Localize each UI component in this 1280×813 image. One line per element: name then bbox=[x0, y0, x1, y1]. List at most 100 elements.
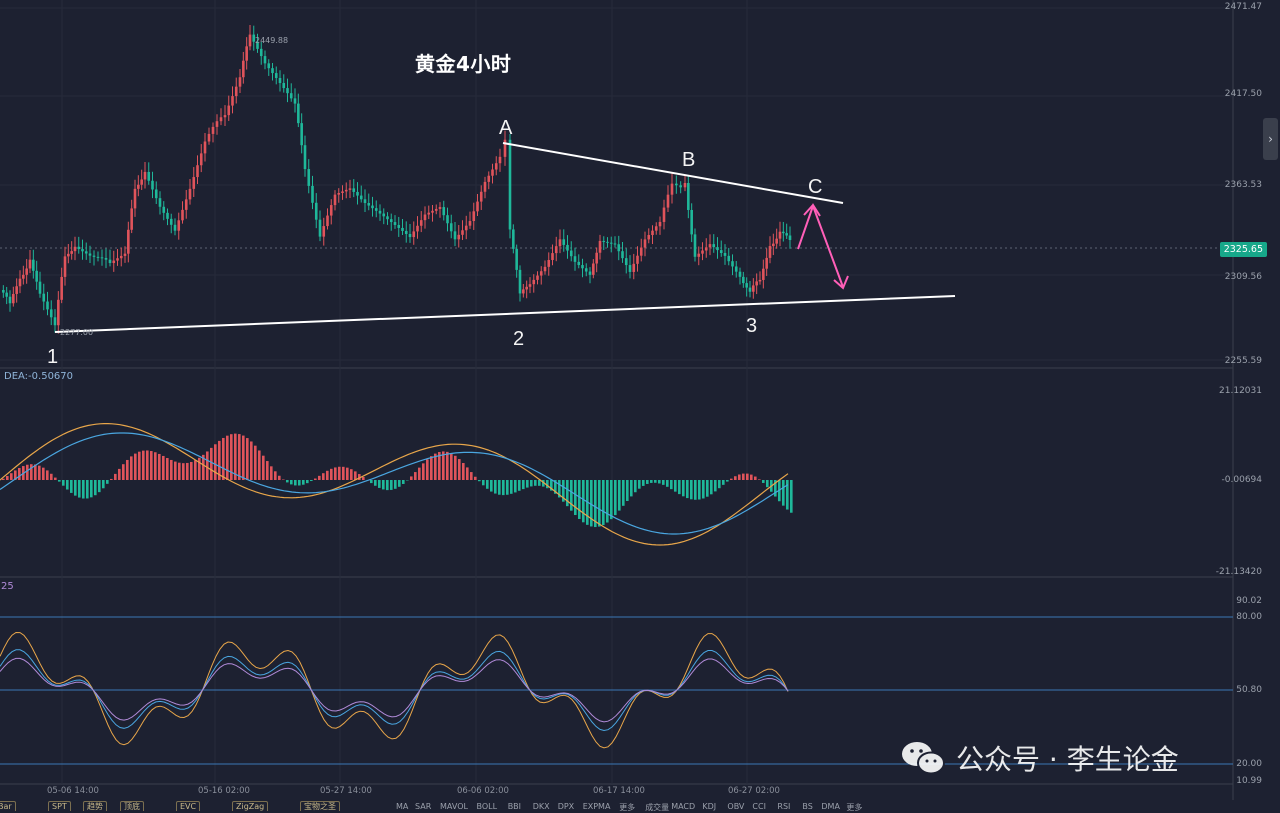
candle-body bbox=[762, 269, 765, 280]
macd-histogram-bar bbox=[90, 480, 93, 497]
macd-histogram-bar bbox=[10, 473, 13, 480]
macd-histogram-bar bbox=[346, 468, 349, 480]
candle-body bbox=[491, 169, 494, 175]
candle-body bbox=[54, 317, 57, 325]
indicator-name-9[interactable]: 成交量 bbox=[645, 802, 669, 813]
indicator-name-17[interactable]: 更多 bbox=[846, 802, 862, 813]
macd-histogram-bar bbox=[350, 469, 353, 480]
macd-histogram-bar bbox=[730, 479, 733, 480]
macd-histogram-bar bbox=[262, 456, 265, 480]
macd-histogram-bar bbox=[518, 480, 521, 491]
macd-histogram-bar bbox=[670, 480, 673, 489]
candle-body bbox=[212, 127, 215, 134]
macd-histogram-bar bbox=[174, 462, 177, 480]
candle-body bbox=[264, 56, 267, 63]
candle-body bbox=[97, 257, 100, 258]
candle-body bbox=[671, 184, 674, 195]
candle-body bbox=[101, 257, 104, 258]
indicator-name-8[interactable]: 更多 bbox=[619, 802, 635, 813]
macd-histogram-bar bbox=[478, 480, 481, 481]
macd-axis-top: 21.12031 bbox=[1219, 386, 1262, 396]
candle-body bbox=[208, 134, 211, 142]
candle-body bbox=[540, 271, 543, 275]
candle-body bbox=[651, 231, 654, 235]
candle-body bbox=[461, 230, 464, 235]
macd-histogram-bar bbox=[222, 438, 225, 480]
macd-histogram-bar bbox=[734, 476, 737, 480]
candle-body bbox=[789, 235, 792, 240]
candle-body bbox=[127, 230, 130, 254]
candle-body bbox=[74, 247, 77, 251]
candle-body bbox=[379, 211, 382, 214]
rsi-axis-80: 80.00 bbox=[1236, 612, 1262, 622]
macd-histogram-bar bbox=[330, 469, 333, 480]
candle-body bbox=[739, 272, 742, 277]
candle-body bbox=[124, 254, 127, 256]
candle-body bbox=[555, 246, 558, 253]
candle-body bbox=[592, 264, 595, 275]
candle-body bbox=[330, 205, 333, 215]
macd-histogram-bar bbox=[658, 480, 661, 483]
candle-body bbox=[170, 219, 173, 225]
macd-histogram-bar bbox=[726, 480, 729, 482]
candle-body bbox=[297, 104, 300, 124]
candle-body bbox=[15, 286, 18, 294]
macd-histogram-bar bbox=[306, 480, 309, 483]
macd-histogram-bar bbox=[6, 476, 9, 480]
candle-body bbox=[621, 251, 624, 258]
candle-body bbox=[515, 249, 518, 270]
macd-histogram-bar bbox=[210, 448, 213, 480]
candle-body bbox=[2, 290, 5, 293]
candle-body bbox=[679, 185, 682, 187]
expand-panel-handle[interactable]: › bbox=[1263, 118, 1278, 160]
candle-body bbox=[300, 123, 303, 145]
macd-histogram-bar bbox=[618, 480, 621, 511]
macd-histogram-bar bbox=[426, 459, 429, 480]
candle-body bbox=[371, 206, 374, 209]
macd-histogram-bar bbox=[610, 480, 613, 519]
macd-histogram-bar bbox=[470, 472, 473, 480]
macd-histogram-bar bbox=[338, 467, 341, 480]
macd-histogram-bar bbox=[298, 480, 301, 485]
macd-histogram-bar bbox=[606, 480, 609, 523]
candle-body bbox=[512, 229, 515, 248]
candle-body bbox=[687, 183, 690, 210]
candle-body bbox=[465, 226, 468, 231]
candle-body bbox=[659, 222, 662, 226]
macd-histogram-bar bbox=[718, 480, 721, 488]
candle-body bbox=[349, 188, 352, 189]
candle-body bbox=[416, 226, 419, 232]
macd-histogram-bar bbox=[626, 480, 629, 501]
candle-body bbox=[495, 163, 498, 169]
macd-histogram-bar bbox=[570, 480, 573, 511]
macd-histogram-bar bbox=[190, 462, 193, 480]
candle-body bbox=[401, 228, 404, 231]
macd-histogram-bar bbox=[38, 466, 41, 480]
candle-body bbox=[290, 93, 293, 98]
macd-histogram-bar bbox=[710, 480, 713, 494]
candle-body bbox=[394, 222, 397, 225]
candle-body bbox=[697, 254, 700, 257]
time-label-4: 06-06 02:00 bbox=[457, 786, 509, 796]
macd-histogram-bar bbox=[158, 454, 161, 480]
candle-body bbox=[239, 77, 242, 86]
candle-body bbox=[196, 165, 199, 177]
candle-body bbox=[724, 253, 727, 256]
candle-body bbox=[644, 239, 647, 247]
candle-body bbox=[480, 192, 483, 202]
candle-body bbox=[705, 247, 708, 250]
macd-histogram-bar bbox=[654, 480, 657, 483]
candle-body bbox=[602, 241, 605, 242]
candle-body bbox=[174, 225, 177, 231]
candle-body bbox=[245, 46, 248, 60]
candle-body bbox=[29, 260, 32, 269]
time-label-3: 05-27 14:00 bbox=[320, 786, 372, 796]
macd-histogram-bar bbox=[498, 480, 501, 495]
candle-body bbox=[311, 186, 314, 203]
candle-body bbox=[779, 232, 782, 239]
candle-body bbox=[435, 209, 438, 211]
candle-body bbox=[144, 172, 147, 180]
candle-body bbox=[499, 157, 502, 163]
candle-body bbox=[745, 283, 748, 287]
